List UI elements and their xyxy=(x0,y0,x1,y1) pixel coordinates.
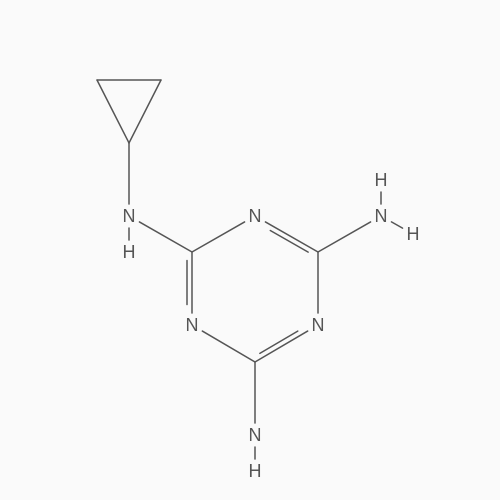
bond xyxy=(318,222,371,252)
atom-label: N xyxy=(249,206,262,226)
molecule-diagram: NNNNHNHNHH xyxy=(0,0,500,500)
atom-label: H xyxy=(249,461,262,481)
bond xyxy=(192,222,245,252)
bond xyxy=(391,222,402,228)
bond xyxy=(129,80,161,143)
atom-label: N xyxy=(123,206,136,226)
bond xyxy=(260,331,298,353)
bond xyxy=(97,80,129,143)
atom-label: N xyxy=(312,315,325,335)
bond xyxy=(265,222,318,252)
atom-label: H xyxy=(375,170,388,190)
atom-label: N xyxy=(375,206,388,226)
bond xyxy=(255,331,308,362)
bond xyxy=(270,231,308,253)
atom-label: N xyxy=(186,315,199,335)
atom-label: H xyxy=(123,242,136,262)
bond xyxy=(139,222,192,252)
atom-label: H xyxy=(407,224,420,244)
atom-label: N xyxy=(249,425,262,445)
bond xyxy=(202,331,255,362)
